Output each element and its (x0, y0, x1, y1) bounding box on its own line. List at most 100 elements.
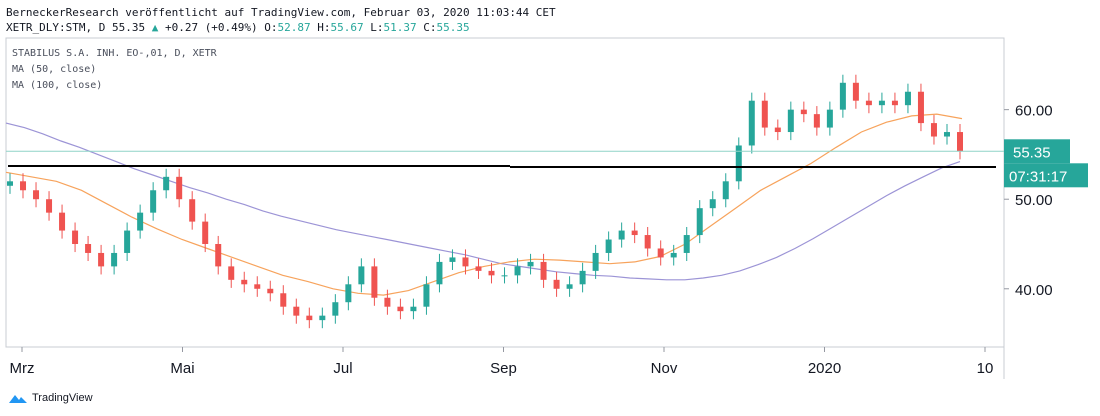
ohlc-close: 55.35 (436, 21, 470, 34)
candle[interactable] (826, 109, 833, 128)
candle[interactable] (839, 82, 846, 110)
candle[interactable] (865, 100, 872, 106)
candle[interactable] (475, 266, 482, 271)
candle[interactable] (917, 91, 924, 124)
candle[interactable] (709, 199, 716, 209)
candle[interactable] (98, 252, 105, 267)
candle[interactable] (592, 252, 599, 271)
candle[interactable] (397, 306, 404, 312)
candle[interactable] (904, 91, 911, 106)
candle[interactable] (423, 284, 430, 307)
countdown-badge-bg (1004, 163, 1088, 188)
ohlc-open: 52.87 (277, 21, 311, 34)
candle[interactable] (644, 235, 651, 249)
candle[interactable] (436, 261, 443, 285)
x-tick-label: Mai (170, 360, 194, 377)
candle[interactable] (163, 176, 170, 191)
candle[interactable] (579, 270, 586, 285)
candle[interactable] (774, 127, 781, 133)
candle[interactable] (189, 199, 196, 222)
ohlc-open-label: O: (264, 21, 278, 34)
candle[interactable] (124, 230, 131, 253)
ohlc-high-label: H: (317, 21, 331, 34)
price-badge-bg (1004, 139, 1070, 164)
legend-ma50[interactable]: MA (50, close) (12, 64, 97, 75)
candle[interactable] (358, 266, 365, 285)
candle[interactable] (319, 315, 326, 321)
candle[interactable] (878, 100, 885, 106)
candle[interactable] (631, 230, 638, 236)
price-badge: 55.35 (1013, 144, 1051, 161)
candle[interactable] (748, 100, 755, 146)
candle[interactable] (527, 261, 534, 267)
candle[interactable] (33, 190, 40, 200)
ohlc-high: 55.67 (330, 21, 364, 34)
candle[interactable] (241, 279, 248, 285)
legend-title: STABILUS S.A. INH. EO-,01, D, XETR (12, 48, 217, 59)
ohlc-low: 51.37 (383, 21, 417, 34)
candle[interactable] (787, 109, 794, 133)
candle[interactable] (111, 252, 118, 267)
tradingview-logo-icon (9, 395, 27, 403)
y-tick-label: 50.00 (1015, 192, 1053, 209)
candle[interactable] (176, 176, 183, 200)
x-tick-label: Sep (490, 360, 517, 377)
ohlc-low-label: L: (370, 21, 384, 34)
candle[interactable] (540, 261, 547, 280)
candle[interactable] (371, 266, 378, 298)
candle[interactable] (410, 306, 417, 312)
candle[interactable] (761, 100, 768, 128)
legend-ma100[interactable]: MA (100, close) (12, 80, 103, 91)
candle[interactable] (228, 266, 235, 280)
candle[interactable] (150, 190, 157, 213)
x-tick-label: Jul (333, 360, 352, 377)
candle[interactable] (657, 248, 664, 258)
candle[interactable] (137, 212, 144, 231)
candle[interactable] (7, 181, 13, 186)
candle[interactable] (605, 239, 612, 253)
candle[interactable] (696, 208, 703, 236)
candle[interactable] (85, 244, 92, 253)
candle[interactable] (20, 181, 27, 191)
up-arrow-icon: ▲ (151, 21, 159, 34)
candle[interactable] (800, 109, 807, 115)
candle[interactable] (683, 235, 690, 253)
price-change: +0.27 (+0.49%) (164, 21, 258, 34)
candle[interactable] (254, 284, 261, 289)
candle[interactable] (215, 244, 222, 267)
brand-label: TradingView (32, 392, 93, 404)
candle[interactable] (202, 221, 209, 244)
candle[interactable] (957, 132, 963, 152)
y-tick-label: 60.00 (1015, 103, 1053, 120)
candle[interactable] (722, 181, 729, 200)
candle[interactable] (293, 306, 300, 316)
candle[interactable] (943, 132, 950, 137)
countdown-badge: 07:31:17 (1009, 168, 1067, 185)
ohlc-close-label: C: (423, 21, 437, 34)
candle[interactable] (813, 114, 820, 128)
candle[interactable] (59, 212, 66, 231)
candle[interactable] (306, 315, 313, 321)
candle[interactable] (332, 302, 339, 316)
candle[interactable] (280, 293, 287, 307)
candle[interactable] (462, 257, 469, 267)
candle[interactable] (930, 123, 937, 137)
candle[interactable] (735, 145, 742, 182)
candle[interactable] (46, 199, 53, 213)
candle[interactable] (852, 82, 859, 101)
candle[interactable] (514, 266, 521, 276)
candle[interactable] (72, 230, 79, 244)
candle[interactable] (670, 252, 677, 258)
candle[interactable] (566, 284, 573, 289)
candle[interactable] (553, 279, 560, 289)
candle[interactable] (501, 275, 508, 277)
tradingview-brand[interactable]: TradingView (8, 392, 93, 404)
candle[interactable] (891, 100, 898, 106)
candle[interactable] (488, 270, 495, 276)
candle[interactable] (345, 284, 352, 303)
candle[interactable] (384, 297, 391, 307)
candle[interactable] (267, 288, 274, 294)
candle[interactable] (618, 230, 625, 240)
candle[interactable] (449, 257, 456, 262)
